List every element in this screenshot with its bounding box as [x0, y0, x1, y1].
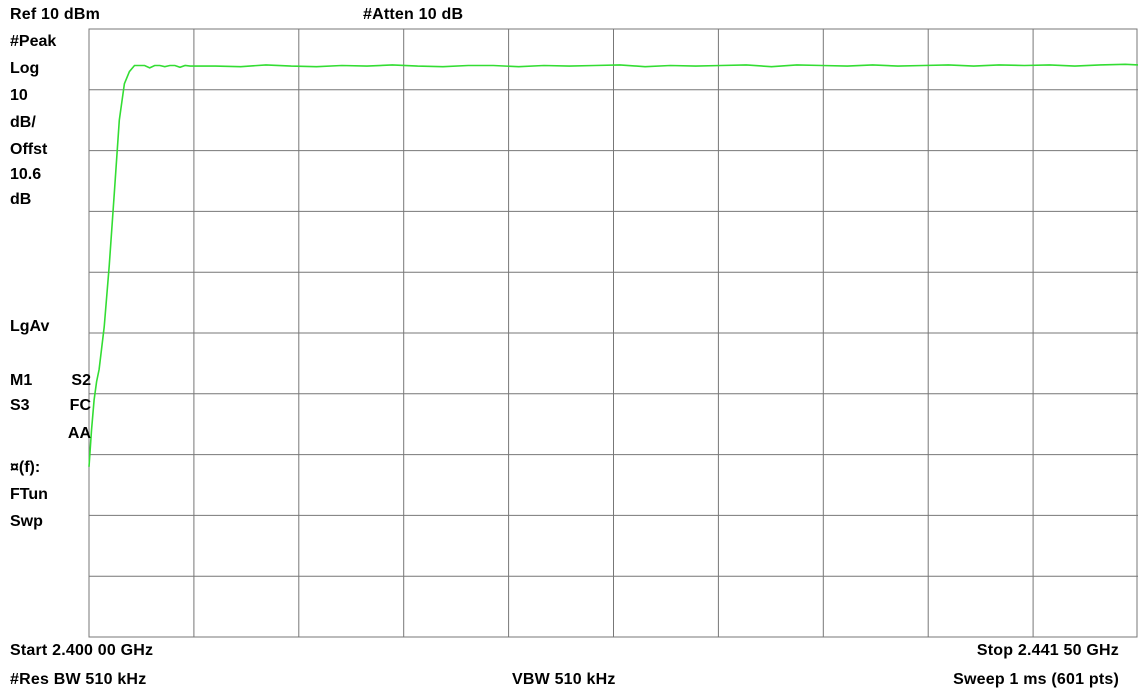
marker-fc-label: FC: [69, 397, 91, 414]
video-bandwidth-label: VBW 510 kHz: [512, 671, 616, 688]
averaging-label: LgAv: [10, 318, 50, 335]
marker-m1-label: M1: [10, 372, 33, 389]
function-value-label: FTun: [10, 486, 48, 503]
sweep-label: Swp: [10, 513, 43, 530]
scale-unit-label: dB/: [10, 114, 36, 131]
detector-label: #Peak: [10, 33, 57, 50]
spectrum-trace: [88, 63, 1138, 467]
attenuation-label: #Atten 10 dB: [363, 6, 464, 23]
function-label: ¤(f):: [10, 459, 41, 476]
start-frequency-label: Start 2.400 00 GHz: [10, 642, 154, 659]
marker-s3-label: S3: [10, 397, 30, 414]
marker-aa-label: AA: [67, 425, 91, 442]
sweep-time-label: Sweep 1 ms (601 pts): [953, 671, 1119, 688]
scale-type-label: Log: [10, 60, 40, 77]
grid: [88, 28, 1138, 638]
offset-label: Offst: [10, 141, 48, 158]
stop-frequency-label: Stop 2.441 50 GHz: [976, 642, 1119, 659]
resolution-bandwidth-label: #Res BW 510 kHz: [10, 671, 147, 688]
ref-level-label: Ref 10 dBm: [10, 6, 101, 23]
marker-s2-label: S2: [71, 372, 91, 389]
offset-unit-label: dB: [10, 191, 32, 208]
scale-value-label: 10: [10, 87, 28, 104]
offset-value-label: 10.6: [10, 166, 42, 183]
